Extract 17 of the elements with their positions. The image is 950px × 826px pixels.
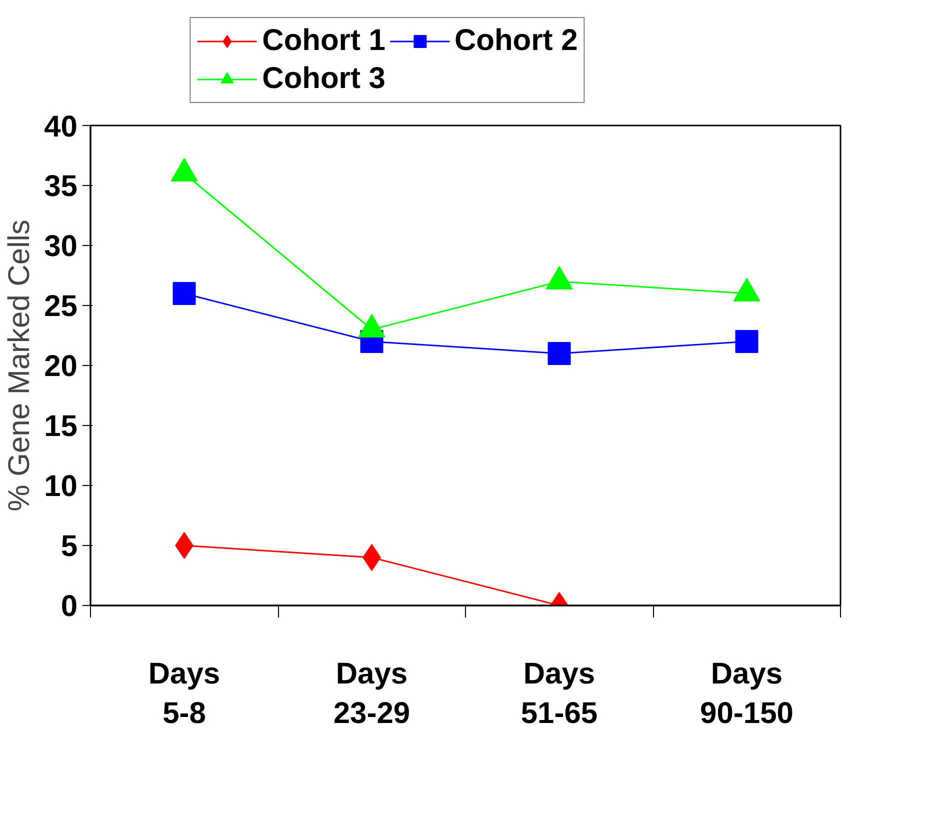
y-tick-label: 5 xyxy=(60,530,78,563)
y-tick-label: 35 xyxy=(44,170,78,203)
x-tick-label: Days 90-150 xyxy=(700,658,794,730)
x-tick-label: Days 51-65 xyxy=(520,658,598,730)
legend-label: Cohort 3 xyxy=(262,62,386,96)
y-tick-label: 30 xyxy=(44,230,78,263)
y-axis-title: % Gene Marked Cells xyxy=(3,220,36,512)
y-tick-label: 10 xyxy=(44,470,78,503)
y-tick-label: 40 xyxy=(44,110,78,144)
y-tick-label: 15 xyxy=(44,410,78,443)
y-tick-label: 20 xyxy=(44,350,78,383)
legend-label: Cohort 2 xyxy=(454,24,578,58)
y-tick-label: 0 xyxy=(60,590,78,623)
x-tick-label: Days 5-8 xyxy=(148,658,220,730)
x-tick-label: Days 23-29 xyxy=(333,658,410,730)
legend-label: Cohort 1 xyxy=(262,24,386,58)
y-tick-label: 25 xyxy=(44,290,78,323)
